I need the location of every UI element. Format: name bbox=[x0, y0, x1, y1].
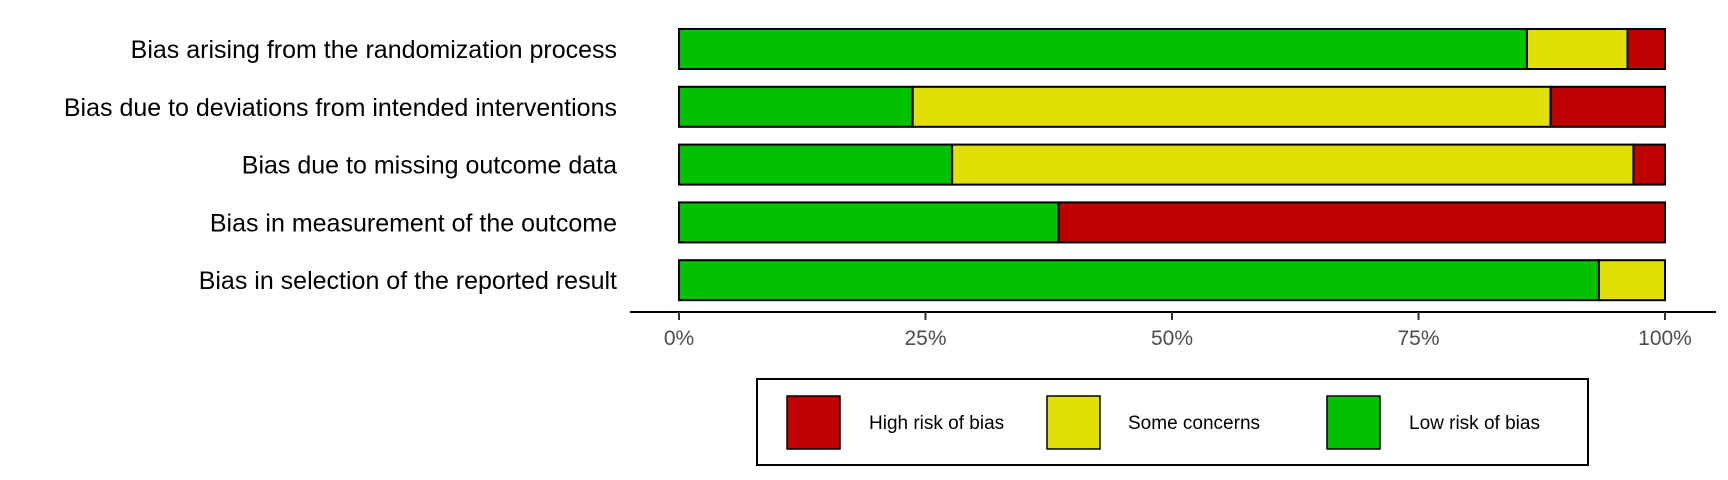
bar-segment-low-risk-of-bias bbox=[678, 28, 1528, 70]
bar-segment-low-risk-of-bias bbox=[678, 201, 1060, 244]
legend-box bbox=[756, 378, 1589, 466]
stacked-bars bbox=[678, 28, 1667, 302]
bar-segment-low-risk-of-bias bbox=[678, 259, 1600, 302]
bar-segment-some-concerns bbox=[1597, 259, 1666, 302]
legend-key-some-concerns bbox=[1046, 395, 1101, 450]
x-tick-label: 100% bbox=[1638, 327, 1692, 350]
category-label: Bias in selection of the reported result bbox=[199, 267, 617, 295]
legend: High risk of bias Some concerns Low risk o… bbox=[756, 378, 1589, 466]
legend-label-some-concerns: Some concerns bbox=[1128, 413, 1260, 434]
bar-segment-some-concerns bbox=[1525, 28, 1629, 70]
bar-segment-low-risk-of-bias bbox=[678, 85, 914, 128]
x-tick-label: 25% bbox=[904, 327, 946, 350]
legend-key-low-risk-of-bias bbox=[1326, 395, 1381, 450]
category-label: Bias arising from the randomization proc… bbox=[131, 36, 617, 64]
category-label: Bias in measurement of the outcome bbox=[210, 209, 617, 237]
x-tick-label: 50% bbox=[1151, 327, 1193, 350]
legend-label-high-risk-of-bias: High risk of bias bbox=[869, 413, 1004, 434]
bar-segment-some-concerns bbox=[911, 85, 1552, 128]
category-label: Bias due to deviations from intended int… bbox=[64, 94, 617, 122]
x-tick-label: 75% bbox=[1397, 327, 1439, 350]
category-label: Bias due to missing outcome data bbox=[242, 152, 617, 180]
bar-segment-high-risk-of-bias bbox=[1549, 85, 1667, 128]
bar-segment-some-concerns bbox=[951, 143, 1635, 186]
legend-key-high-risk-of-bias bbox=[786, 395, 841, 450]
legend-label-low-risk-of-bias: Low risk of bias bbox=[1409, 413, 1540, 434]
category-labels: Bias arising from the randomization proc… bbox=[64, 36, 617, 295]
bar-segment-low-risk-of-bias bbox=[678, 143, 954, 186]
x-axis-ticks: 0% 25% 50% 75% 100% bbox=[664, 312, 1692, 350]
x-tick-label: 0% bbox=[664, 327, 694, 350]
bar-segment-high-risk-of-bias bbox=[1057, 201, 1666, 244]
bar-segment-high-risk-of-bias bbox=[1626, 28, 1666, 70]
bar-segment-high-risk-of-bias bbox=[1632, 143, 1666, 186]
